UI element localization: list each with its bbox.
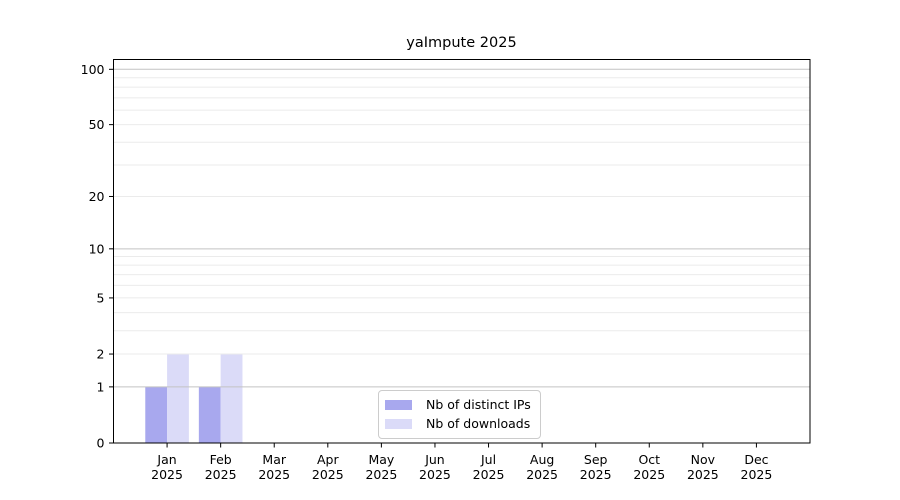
bar [220,354,243,443]
legend-swatch-distinct-ips [385,400,412,410]
plot-border [113,59,811,444]
y-tick-label: 1 [97,379,105,394]
x-tick-label: Apr 2025 [312,452,344,482]
bars-layer [145,354,243,443]
bar [145,386,168,443]
x-tick-label: Dec 2025 [741,452,773,482]
y-tick-label: 0 [97,436,105,451]
legend-swatch-downloads [385,419,412,429]
y-tick-label: 5 [97,290,105,305]
x-tick-label: Jun 2025 [419,452,451,482]
bar [198,386,221,443]
y-tick-label: 100 [81,62,105,77]
y-tick-label: 2 [97,347,105,362]
x-tick-label: Feb 2025 [205,452,237,482]
y-tick-label: 20 [89,189,105,204]
x-tick-label: Oct 2025 [633,452,665,482]
x-axis: Jan 2025 Feb 2025 Mar 2025 Apr 2025 May 2025 Jun 20… [151,443,772,482]
legend-item-downloads: Nb of downloads [385,416,531,432]
x-tick-label: Mar 2025 [258,452,290,482]
y-major-gridlines [113,68,810,388]
x-tick-label: Sep 2025 [580,452,612,482]
y-tick-label: 10 [89,241,105,256]
x-tick-label: May 2025 [365,452,397,482]
y-tick-label: 50 [89,117,105,132]
legend-label-downloads: Nb of downloads [426,416,531,431]
x-tick-label: Jan 2025 [151,452,183,482]
legend: Nb of distinct IPs Nb of downloads [378,390,541,439]
legend-label-distinct-ips: Nb of distinct IPs [426,397,531,412]
y-axis: 0 1 2 5 10 20 50 100 [81,62,114,451]
x-tick-label: Jul 2025 [473,452,505,482]
chart-title: yaImpute 2025 [406,35,517,51]
y-minor-gridlines [113,77,810,355]
legend-item-distinct-ips: Nb of distinct IPs [385,397,531,413]
x-tick-label: Nov 2025 [687,452,719,482]
bar [167,354,189,443]
x-tick-label: Aug 2025 [526,452,558,482]
